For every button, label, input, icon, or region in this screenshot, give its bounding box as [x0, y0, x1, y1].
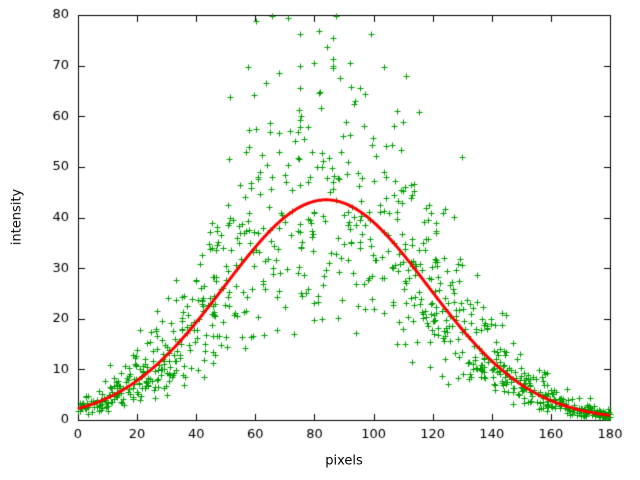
x-axis-label: pixels — [325, 453, 363, 469]
y-axis-label: intensity — [9, 188, 25, 246]
